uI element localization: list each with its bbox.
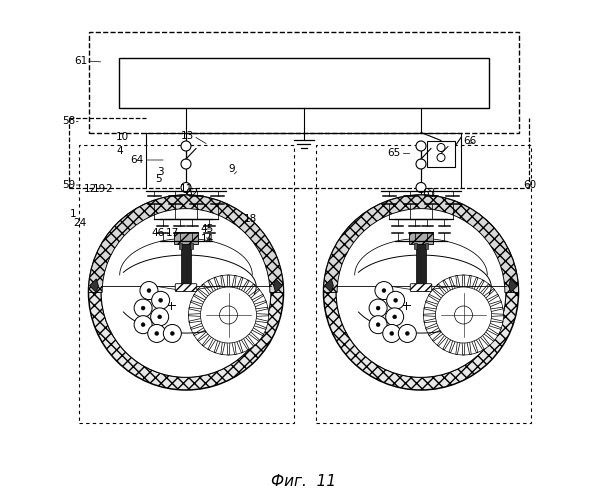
Circle shape — [324, 195, 518, 390]
Text: 13: 13 — [181, 131, 194, 141]
Text: 63: 63 — [422, 188, 435, 198]
Text: 3: 3 — [157, 167, 163, 177]
Text: 18: 18 — [243, 214, 257, 224]
Circle shape — [376, 306, 380, 310]
Text: 14: 14 — [201, 234, 214, 244]
Text: 11: 11 — [180, 184, 192, 194]
Wedge shape — [89, 195, 283, 292]
Bar — [191, 243, 193, 248]
Text: 65: 65 — [387, 148, 401, 158]
Circle shape — [134, 316, 152, 334]
Circle shape — [155, 332, 158, 336]
Circle shape — [147, 288, 151, 292]
Bar — [181, 239, 191, 288]
Circle shape — [405, 332, 409, 336]
Circle shape — [140, 282, 158, 300]
Bar — [78, 145, 294, 422]
Bar — [414, 243, 416, 248]
Circle shape — [385, 308, 404, 326]
Text: 4: 4 — [117, 146, 123, 156]
Circle shape — [163, 324, 181, 342]
Bar — [409, 232, 433, 244]
Circle shape — [435, 287, 492, 343]
Text: 64: 64 — [131, 155, 144, 165]
Polygon shape — [274, 279, 282, 292]
Text: 12: 12 — [83, 184, 97, 194]
Text: 59: 59 — [62, 180, 75, 190]
Circle shape — [152, 292, 169, 310]
Circle shape — [158, 315, 161, 319]
Circle shape — [369, 299, 387, 317]
Circle shape — [101, 208, 271, 378]
Text: 60: 60 — [523, 180, 537, 190]
Text: 5: 5 — [155, 174, 162, 184]
Text: 66: 66 — [463, 136, 476, 146]
Polygon shape — [325, 279, 333, 292]
Circle shape — [369, 316, 387, 334]
Bar — [178, 243, 181, 248]
Text: 58: 58 — [62, 116, 75, 126]
Circle shape — [336, 208, 506, 378]
Circle shape — [394, 298, 398, 302]
FancyBboxPatch shape — [410, 284, 432, 292]
Circle shape — [375, 282, 393, 300]
Circle shape — [437, 144, 445, 152]
Circle shape — [89, 195, 283, 390]
Text: 45: 45 — [200, 224, 214, 234]
Circle shape — [141, 322, 145, 326]
Circle shape — [416, 159, 426, 169]
Circle shape — [141, 306, 145, 310]
Bar — [89, 32, 518, 132]
Circle shape — [189, 275, 268, 355]
Circle shape — [387, 292, 405, 310]
Text: 19: 19 — [93, 184, 106, 194]
Circle shape — [336, 208, 506, 378]
Text: 10: 10 — [115, 132, 129, 142]
Bar — [174, 232, 198, 244]
Circle shape — [376, 322, 380, 326]
Circle shape — [437, 154, 445, 162]
Text: 1: 1 — [70, 209, 77, 219]
Circle shape — [390, 332, 394, 336]
Text: 24: 24 — [73, 218, 87, 228]
Circle shape — [383, 324, 401, 342]
Circle shape — [101, 208, 271, 378]
Text: 61: 61 — [75, 56, 87, 66]
Circle shape — [455, 306, 472, 324]
Circle shape — [382, 288, 386, 292]
Circle shape — [200, 287, 257, 343]
Circle shape — [158, 298, 163, 302]
Circle shape — [416, 141, 426, 151]
Circle shape — [181, 182, 191, 192]
Circle shape — [181, 159, 191, 169]
Bar — [426, 243, 429, 248]
Text: 2: 2 — [106, 184, 112, 194]
Circle shape — [220, 306, 237, 324]
Polygon shape — [509, 279, 518, 292]
Text: 46: 46 — [152, 228, 165, 238]
Bar — [118, 58, 489, 108]
Circle shape — [148, 324, 166, 342]
Circle shape — [171, 332, 174, 336]
Wedge shape — [324, 195, 518, 292]
Bar — [427, 140, 455, 166]
Circle shape — [151, 308, 169, 326]
Bar — [416, 239, 426, 288]
Polygon shape — [89, 279, 98, 292]
Bar — [316, 145, 531, 422]
Circle shape — [181, 141, 191, 151]
Text: 62: 62 — [185, 188, 198, 198]
Circle shape — [393, 315, 396, 319]
Text: 17: 17 — [165, 228, 178, 238]
Text: 9: 9 — [229, 164, 236, 174]
FancyBboxPatch shape — [175, 284, 197, 292]
Circle shape — [424, 275, 503, 355]
Circle shape — [398, 324, 416, 342]
Circle shape — [134, 299, 152, 317]
Circle shape — [416, 182, 426, 192]
Text: Фиг.  11: Фиг. 11 — [271, 474, 336, 488]
